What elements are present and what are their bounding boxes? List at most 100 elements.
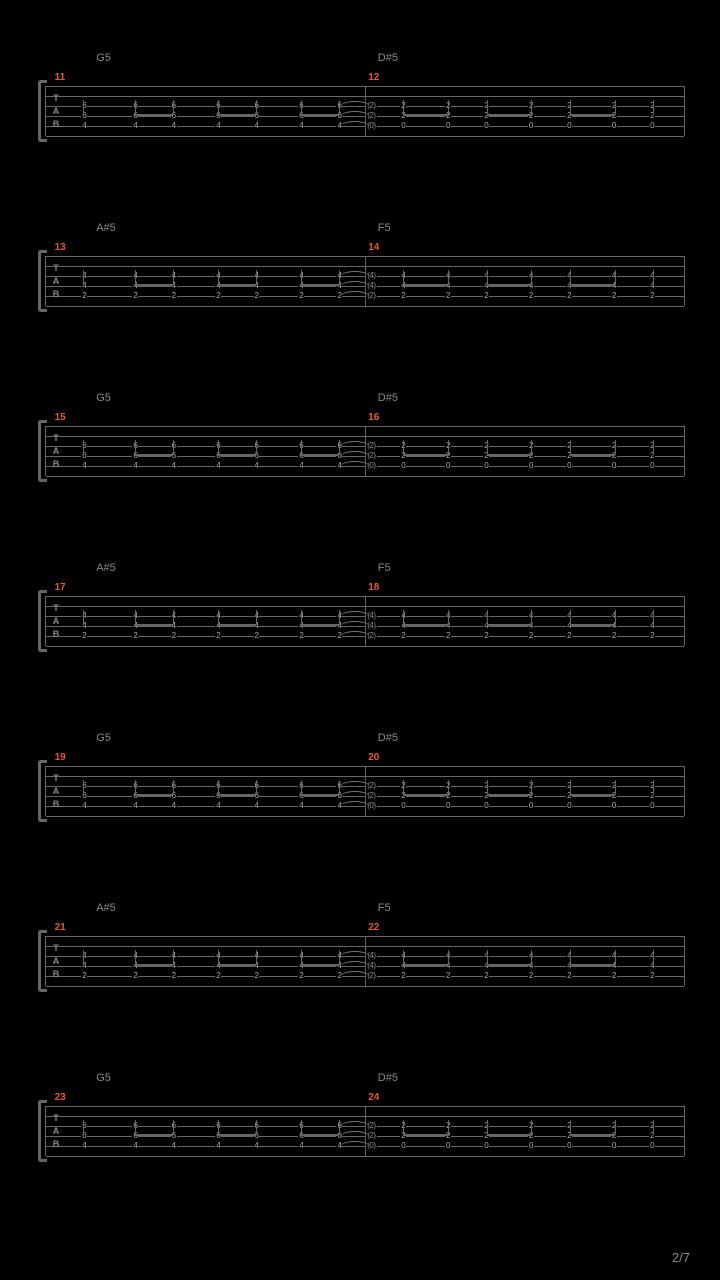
fret-number: 4 bbox=[254, 122, 260, 130]
fret-number: 4 bbox=[132, 122, 138, 130]
stem bbox=[301, 610, 302, 625]
fret-number: 2 bbox=[528, 632, 534, 640]
fret-number: 4 bbox=[132, 1142, 138, 1150]
fret-number: 2 bbox=[611, 292, 617, 300]
beam bbox=[218, 1134, 256, 1136]
stem bbox=[218, 270, 219, 285]
chord-label: G5 bbox=[96, 52, 111, 64]
fret-number: 4 bbox=[215, 462, 221, 470]
stem bbox=[403, 780, 404, 795]
fret-number: 2 bbox=[254, 292, 260, 300]
stem bbox=[653, 270, 654, 285]
fret-number: 2 bbox=[445, 292, 451, 300]
rhythm-stems bbox=[45, 780, 685, 802]
beam bbox=[301, 114, 339, 116]
stem bbox=[487, 780, 488, 795]
page-number: 2/7 bbox=[672, 1250, 690, 1265]
fret-number: 2 bbox=[566, 632, 572, 640]
fret-number: 4 bbox=[81, 802, 87, 810]
fret-number: 4 bbox=[171, 122, 177, 130]
stem bbox=[448, 950, 449, 965]
fret-number: 0 bbox=[566, 802, 572, 810]
stem bbox=[83, 100, 84, 115]
staff-line bbox=[46, 136, 684, 137]
fret-number: 0 bbox=[649, 802, 655, 810]
fret-number: 0 bbox=[483, 1142, 489, 1150]
beam bbox=[487, 964, 532, 966]
beam bbox=[301, 1134, 339, 1136]
beam bbox=[301, 964, 339, 966]
stem bbox=[173, 950, 174, 965]
staff-line bbox=[46, 646, 684, 647]
fret-number: 4 bbox=[171, 1142, 177, 1150]
fret-number: 4 bbox=[81, 1142, 87, 1150]
beam bbox=[301, 794, 339, 796]
stem bbox=[173, 1120, 174, 1135]
fret-number: 2 bbox=[298, 972, 304, 980]
measure-number-row: 1112 bbox=[45, 70, 685, 86]
fret-number: 0 bbox=[400, 802, 406, 810]
stem bbox=[570, 950, 571, 965]
stem bbox=[403, 270, 404, 285]
beam bbox=[135, 964, 173, 966]
fret-number: 4 bbox=[215, 1142, 221, 1150]
beam bbox=[570, 114, 615, 116]
rhythm-stems bbox=[45, 1120, 685, 1142]
stem bbox=[256, 1120, 257, 1135]
stem bbox=[448, 610, 449, 625]
measure-number-row: 2324 bbox=[45, 1090, 685, 1106]
stem bbox=[615, 100, 616, 115]
fret-number: 2 bbox=[81, 632, 87, 640]
chord-label: D#5 bbox=[378, 1072, 398, 1084]
measure-number: 23 bbox=[55, 1092, 66, 1103]
stem bbox=[403, 100, 404, 115]
tab-page: G5D#51112TAB664664664664664664664(2)(2)(… bbox=[0, 0, 720, 1280]
stem bbox=[135, 950, 136, 965]
measure-number-row: 1718 bbox=[45, 580, 685, 596]
chord-label: D#5 bbox=[378, 52, 398, 64]
stem bbox=[403, 1120, 404, 1135]
stem bbox=[173, 100, 174, 115]
beam bbox=[218, 454, 256, 456]
fret-number: 2 bbox=[215, 632, 221, 640]
fret-number: 2 bbox=[171, 632, 177, 640]
fret-number: 2 bbox=[483, 632, 489, 640]
beam bbox=[487, 114, 532, 116]
fret-number: 4 bbox=[215, 802, 221, 810]
fret-number: 0 bbox=[445, 122, 451, 130]
stem bbox=[256, 270, 257, 285]
tab-system: A#5F51718TAB442442442442442442442(4)(4)(… bbox=[45, 560, 685, 646]
stem bbox=[135, 780, 136, 795]
measure-number-row: 1314 bbox=[45, 240, 685, 256]
chord-row: A#5F5 bbox=[45, 900, 685, 920]
tab-system: G5D#52324TAB664664664664664664664(2)(2)(… bbox=[45, 1070, 685, 1156]
fret-number: 0 bbox=[611, 462, 617, 470]
stem bbox=[256, 610, 257, 625]
fret-number: 2 bbox=[649, 632, 655, 640]
chord-label: G5 bbox=[96, 1072, 111, 1084]
stem bbox=[173, 270, 174, 285]
stem bbox=[218, 1120, 219, 1135]
fret-number: 2 bbox=[132, 972, 138, 980]
stem bbox=[218, 610, 219, 625]
chord-row: G5 D#5 bbox=[45, 50, 685, 70]
fret-number: 4 bbox=[298, 122, 304, 130]
fret-number: 2 bbox=[298, 292, 304, 300]
fret-number: 4 bbox=[215, 122, 221, 130]
beam bbox=[403, 794, 448, 796]
measure-number: 18 bbox=[368, 582, 379, 593]
beam bbox=[570, 624, 615, 626]
beam bbox=[487, 624, 532, 626]
tab-system: G5D#51112TAB664664664664664664664(2)(2)(… bbox=[45, 50, 685, 136]
fret-number: 2 bbox=[215, 292, 221, 300]
fret-number: 2 bbox=[254, 972, 260, 980]
stem bbox=[218, 440, 219, 455]
stem bbox=[653, 780, 654, 795]
stem bbox=[615, 1120, 616, 1135]
measure-number-row: 1516 bbox=[45, 410, 685, 426]
stem bbox=[531, 440, 532, 455]
measure-number: 11 bbox=[55, 72, 66, 83]
fret-number: 0 bbox=[611, 1142, 617, 1150]
fret-number: 4 bbox=[298, 802, 304, 810]
fret-number: 2 bbox=[171, 972, 177, 980]
